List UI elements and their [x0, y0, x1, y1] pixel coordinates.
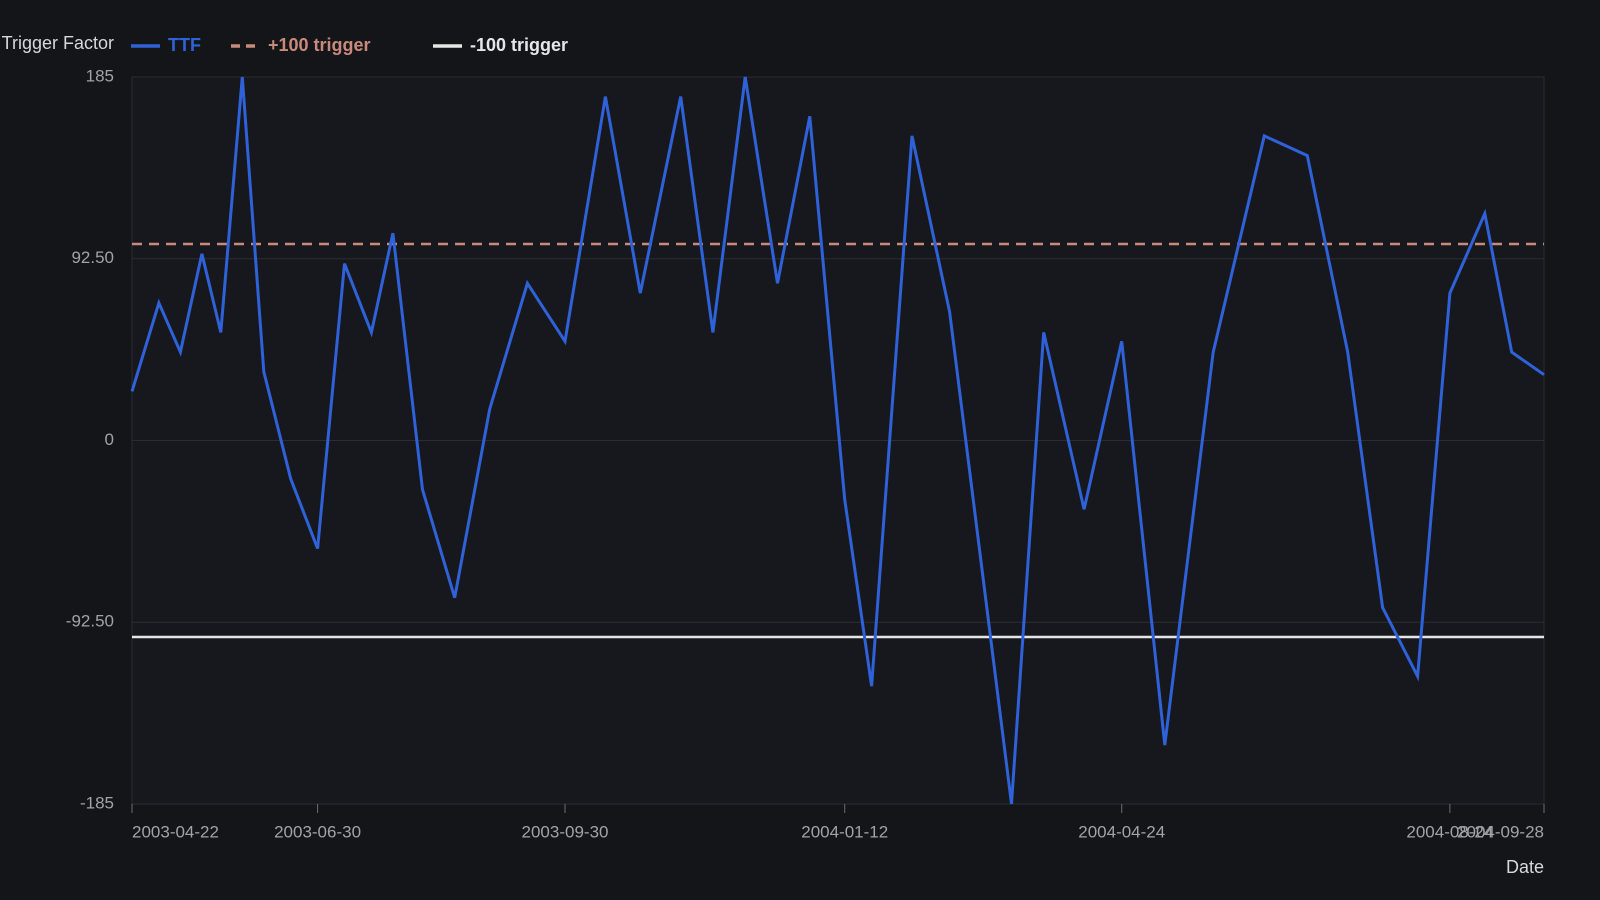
y-tick-label: -185	[80, 793, 114, 812]
legend-title: Trigger Factor	[2, 33, 114, 53]
x-tick-label: 2004-08-24	[1406, 822, 1493, 841]
data-line	[130, 76, 1545, 805]
x-tick-label: 2004-01-12	[801, 822, 888, 841]
legend-label: +100 trigger	[268, 35, 371, 55]
x-tick-label: 2004-09-28	[1457, 822, 1544, 841]
y-tick-label: 0	[105, 430, 114, 449]
x-tick-label: 2003-06-30	[274, 822, 361, 841]
x-axis-label: Date	[1506, 857, 1544, 877]
legend-label: -100 trigger	[470, 35, 568, 55]
x-tick-label: 2003-04-22	[132, 822, 219, 841]
y-tick-label: 92.50	[71, 248, 114, 267]
x-tick-label: 2003-09-30	[522, 822, 609, 841]
legend-label: TTF	[168, 35, 201, 55]
x-tick-label: 2004-04-24	[1078, 822, 1165, 841]
y-tick-label: 185	[86, 66, 114, 85]
y-tick-label: -92.50	[66, 612, 114, 631]
